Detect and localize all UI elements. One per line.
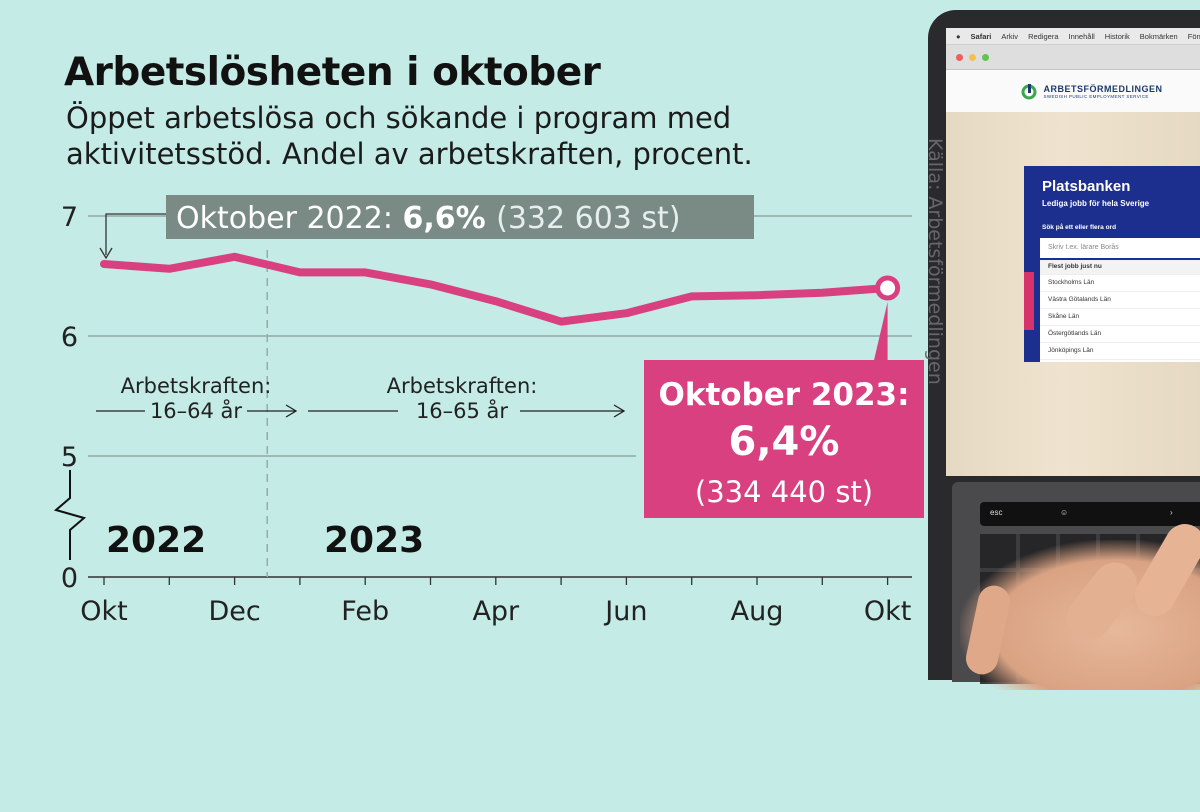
menu-historik: Historik — [1105, 32, 1130, 41]
browser-menubar: ● Safari Arkiv Redigera Innehåll Histori… — [946, 28, 1200, 45]
zoom-dot-icon — [982, 54, 989, 61]
segment-label: Arbetskraften: — [121, 374, 272, 398]
chevron-right-icon: › — [1170, 508, 1173, 517]
line-chart: 0 5 6 7 Okt Dec Feb Apr Jun Aug Okt 2022 2023 Arbet… — [0, 0, 930, 675]
site-logo-text: ARBETSFÖRMEDLINGEN — [1044, 84, 1163, 94]
callout-2022-label: Oktober 2022: — [176, 201, 402, 236]
browser-toolbar — [946, 45, 1200, 70]
y-tick-label: 7 — [61, 202, 78, 233]
menu-fonster: Fönster — [1188, 32, 1200, 41]
search-label: Sök på ett eller flera ord — [1042, 224, 1116, 231]
esc-key: esc — [990, 508, 1002, 517]
region-list-header: Flest jobb just nu — [1040, 260, 1200, 275]
platsbanken-accent — [1024, 272, 1034, 330]
y-tick-label: 0 — [61, 563, 78, 594]
segment-label: Arbetskraften: — [387, 374, 538, 398]
axis-break-icon — [56, 470, 84, 560]
site-logo-subtext: SWEDISH PUBLIC EMPLOYMENT SERVICE — [1044, 94, 1163, 99]
x-tick-label: Aug — [731, 596, 784, 627]
callout-2023-count: (334 440 st) — [695, 475, 873, 509]
year-label: 2023 — [324, 520, 424, 561]
emoji-icon: ☺ — [1060, 508, 1068, 517]
callouts: Oktober 2022: 6,6% (332 603 st)Oktober 2… — [100, 195, 924, 518]
series-line — [104, 257, 888, 322]
x-tick-label: Jun — [603, 596, 647, 627]
end-point-marker — [878, 278, 898, 298]
callout-2023-label: Oktober 2023: — [658, 377, 909, 413]
close-dot-icon — [956, 54, 963, 61]
callout-2023-pointer — [874, 302, 888, 362]
x-tick-label: Apr — [472, 596, 520, 627]
x-tick-label: Okt — [80, 596, 127, 627]
list-item[interactable]: Östergötlands Län — [1040, 326, 1200, 343]
x-tick-label: Okt — [864, 596, 911, 627]
arbetsformedlingen-logo-icon — [1020, 82, 1038, 100]
callout-2022-text: Oktober 2022: 6,6% (332 603 st) — [176, 201, 681, 236]
list-item[interactable]: Stockholms Län — [1040, 275, 1200, 292]
x-tick-label: Feb — [341, 596, 389, 627]
series-layer — [104, 257, 898, 322]
menu-safari: Safari — [971, 32, 992, 41]
menu-innehall: Innehåll — [1069, 32, 1095, 41]
minimize-dot-icon — [969, 54, 976, 61]
menu-redigera: Redigera — [1028, 32, 1058, 41]
search-input[interactable]: Skriv t.ex. lärare Borås — [1040, 238, 1200, 258]
list-item[interactable]: Västra Götalands Län — [1040, 292, 1200, 309]
segment-age: 16–65 år — [416, 398, 508, 423]
menu-arkiv: Arkiv — [1001, 32, 1018, 41]
menu-bokmarken: Bokmärken — [1140, 32, 1178, 41]
platsbanken-panel: Platsbanken Lediga jobb för hela Sverige… — [1024, 166, 1200, 362]
y-tick-label: 6 — [61, 322, 78, 353]
platsbanken-subtitle: Lediga jobb för hela Sverige — [1042, 199, 1149, 208]
x-axis: Okt Dec Feb Apr Jun Aug Okt — [80, 577, 912, 627]
callout-2022-count: (332 603 st) — [496, 201, 680, 236]
site-header: ARBETSFÖRMEDLINGEN SWEDISH PUBLIC EMPLOY… — [946, 70, 1200, 113]
callout-2023-value: 6,4% — [729, 419, 840, 465]
list-item[interactable]: Jönköpings Län — [1040, 343, 1200, 360]
segment-age: 16–64 år — [150, 398, 242, 423]
year-label: 2022 — [106, 520, 206, 561]
laptop-screen: ● Safari Arkiv Redigera Innehåll Histori… — [946, 28, 1200, 476]
callout-2022-value: 6,6% — [402, 201, 496, 236]
list-item[interactable]: Skåne Län — [1040, 309, 1200, 326]
platsbanken-title: Platsbanken — [1042, 178, 1130, 195]
touch-bar: esc ☺ › — [980, 502, 1200, 526]
callout-2022-connector — [106, 214, 166, 255]
apple-icon: ● — [956, 32, 961, 41]
y-tick-label: 5 — [61, 442, 78, 473]
x-tick-label: Dec — [208, 596, 260, 627]
region-list: Flest jobb just nu Stockholms Län Västra… — [1040, 260, 1200, 362]
